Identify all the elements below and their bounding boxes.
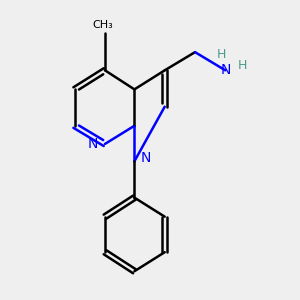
Text: CH₃: CH₃ [93,20,114,30]
Text: H: H [238,59,247,73]
Text: N: N [140,151,151,165]
Text: H: H [217,48,226,61]
Text: N: N [88,137,98,151]
Text: N: N [220,63,230,77]
